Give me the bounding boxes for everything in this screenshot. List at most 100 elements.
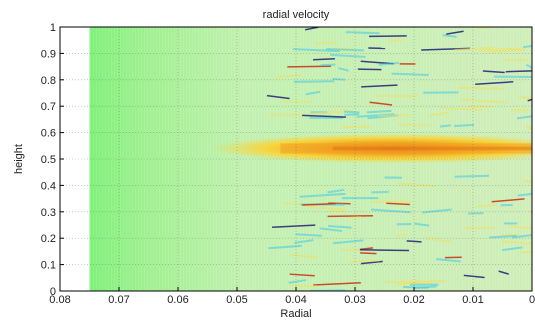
y-tick-label: 0.7: [41, 101, 56, 113]
heatmap-field: [89, 27, 532, 291]
disturbance-streak: [343, 110, 360, 114]
disturbance-streak: [397, 123, 431, 127]
disturbance-streak: [442, 34, 457, 38]
disturbance-streak: [498, 270, 509, 275]
disturbance-streak: [386, 202, 410, 206]
disturbance-streak: [475, 81, 514, 86]
disturbance-streak: [338, 67, 349, 72]
disturbance-streak: [509, 225, 532, 230]
disturbance-streak: [527, 98, 532, 102]
disturbance-streak: [292, 48, 340, 53]
disturbance-streak: [289, 273, 315, 277]
disturbance-streak: [369, 101, 393, 106]
disturbance-streak: [383, 281, 433, 284]
x-tick-label: 0: [529, 294, 535, 306]
disturbance-streak: [488, 48, 526, 54]
disturbance-streak: [293, 80, 335, 83]
disturbance-streak: [463, 274, 485, 279]
disturbance-streak: [457, 86, 503, 90]
disturbance-streak: [510, 108, 529, 112]
disturbance-streak: [523, 179, 532, 183]
x-tick-label: 0.04: [285, 294, 306, 306]
disturbance-streak: [305, 90, 321, 96]
x-axis-label: Radial: [280, 308, 311, 320]
y-tick-label: 0.9: [41, 48, 56, 60]
disturbance-streak: [518, 95, 532, 100]
disturbance-streak: [370, 208, 411, 214]
x-tick-label: 0.03: [344, 294, 365, 306]
y-tick-label: 0.3: [41, 207, 56, 219]
disturbance-streak: [294, 239, 314, 244]
disturbance-streak: [463, 226, 495, 230]
disturbance-streak: [454, 46, 495, 51]
disturbance-streak: [517, 192, 532, 197]
disturbance-streak: [274, 73, 303, 79]
y-axis-label: height: [13, 144, 25, 174]
axis-ticks: 0.08 0.07 0.06 0.05 0.04 0.03 0.02 0.01 0 0 0.1 0.2…: [41, 22, 535, 306]
disturbance-streak: [502, 246, 523, 252]
disturbance-streak: [299, 192, 346, 198]
disturbance-streak: [341, 125, 370, 129]
disturbance-streak: [345, 31, 380, 35]
disturbance-streak: [391, 72, 429, 76]
disturbance-streak: [332, 239, 364, 245]
disturbance-streak: [460, 98, 509, 104]
disturbance-streak: [288, 279, 307, 284]
disturbance-streak: [307, 206, 346, 211]
disturbance-streak: [359, 249, 410, 252]
hot-band-peak: [332, 146, 532, 151]
y-tick-label: 0: [50, 286, 56, 298]
disturbance-streak: [348, 259, 380, 264]
disturbance-streak: [327, 188, 345, 194]
y-tick-label: 0.1: [41, 260, 56, 272]
y-tick-label: 0.5: [41, 154, 56, 166]
x-tick-label: 0.06: [167, 294, 188, 306]
disturbance-streak: [501, 233, 521, 237]
disturbance-streak: [302, 202, 336, 206]
disturbance-streak: [330, 53, 366, 58]
disturbance-streak: [422, 208, 452, 214]
disturbance-streak: [328, 225, 352, 229]
disturbance-streak: [446, 30, 464, 35]
disturbance-streak: [491, 198, 525, 203]
disturbance-streak: [302, 114, 346, 118]
disturbance-streak: [428, 111, 449, 117]
disturbance-streak: [327, 214, 374, 218]
x-tick-label: 0.08: [49, 294, 70, 306]
y-tick-label: 0.6: [41, 128, 56, 140]
disturbance-streak: [525, 63, 532, 69]
disturbance-streak: [454, 123, 475, 127]
disturbance-streak: [440, 106, 482, 112]
disturbance-streak: [522, 45, 532, 49]
disturbance-streak: [326, 48, 364, 52]
disturbance-streak: [525, 125, 532, 131]
y-tick-label: 0.4: [41, 180, 56, 192]
x-tick-label: 0.01: [462, 294, 483, 306]
y-tick-label: 0.2: [41, 233, 56, 245]
x-tick-label: 0.07: [108, 294, 129, 306]
hot-band-core: [280, 143, 532, 154]
disturbance-streak: [270, 113, 294, 117]
disturbance-streak: [378, 61, 399, 66]
x-tick-label: 0.05: [226, 294, 247, 306]
disturbance-streak: [476, 203, 498, 208]
disturbance-streak: [360, 260, 383, 265]
disturbance-streak: [403, 285, 429, 289]
disturbance-streak: [440, 124, 452, 128]
chart-title: radial velocity: [263, 9, 330, 21]
disturbance-streak: [505, 70, 532, 73]
disturbance-streak: [479, 47, 522, 52]
disturbance-streak: [266, 94, 290, 100]
disturbance-streak: [290, 284, 317, 288]
disturbance-streak: [489, 234, 517, 239]
disturbance-streak: [369, 35, 407, 38]
disturbance-streak: [287, 65, 331, 68]
disturbance-streak: [406, 240, 422, 243]
disturbance-streak: [305, 27, 319, 31]
disturbance-streak: [289, 253, 318, 259]
disturbance-streak: [344, 113, 360, 116]
disturbance-streak: [291, 112, 303, 118]
disturbance-streak: [360, 252, 377, 255]
disturbance-streak: [272, 224, 316, 228]
disturbance-streak: [454, 174, 490, 178]
